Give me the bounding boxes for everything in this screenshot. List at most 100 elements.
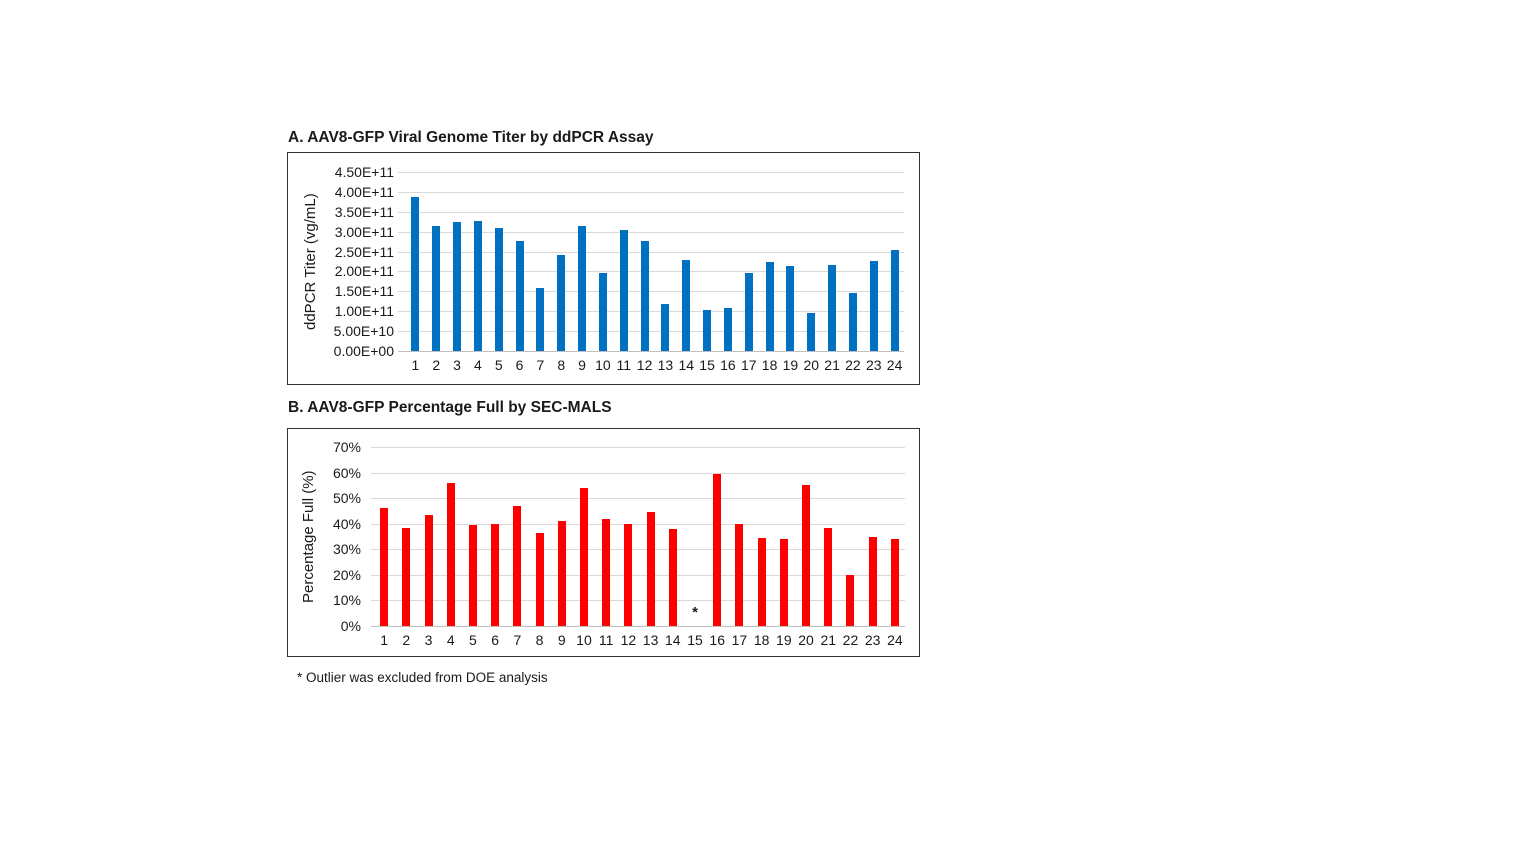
bar-7 — [513, 505, 522, 626]
gridline — [371, 600, 905, 602]
gridline — [371, 447, 905, 448]
x-tick-label: 14 — [678, 357, 695, 373]
y-tick-label: 40% — [332, 515, 361, 532]
x-tick-label: 18 — [753, 632, 770, 648]
x-tick-label: 7 — [536, 357, 545, 373]
bar-24 — [890, 249, 899, 351]
x-tick-label: 10 — [576, 632, 592, 648]
gridline — [371, 523, 905, 525]
bar-16 — [713, 473, 722, 626]
x-tick-label: 16 — [709, 632, 725, 648]
bar-17 — [744, 272, 753, 351]
bar-9 — [578, 226, 587, 351]
x-tick-label: 10 — [595, 357, 611, 373]
x-tick-label: 8 — [557, 357, 566, 373]
y-tick-label: 3.00E+11 — [334, 223, 394, 240]
x-tick-label: 24 — [886, 357, 903, 373]
gridline — [398, 211, 904, 213]
x-tick-label: 9 — [578, 357, 586, 373]
x-tick-label: 15 — [687, 632, 703, 648]
y-axis-title: ddPCR Titer (vg/mL) — [302, 193, 319, 330]
x-tick-label: 19 — [776, 632, 792, 648]
y-tick-label: 1.50E+11 — [334, 283, 394, 300]
bar-5 — [494, 227, 503, 351]
x-tick-label: 20 — [798, 632, 814, 648]
chart-a-title: A. AAV8-GFP Viral Genome Titer by ddPCR … — [288, 129, 654, 146]
y-tick-label: 10% — [332, 592, 361, 609]
bar-2 — [432, 226, 441, 351]
bar-11 — [602, 518, 611, 626]
x-tick-label: 18 — [761, 357, 778, 373]
bar-19 — [786, 265, 795, 351]
gridline — [398, 351, 904, 352]
gridline — [371, 549, 905, 551]
bar-3 — [453, 222, 462, 351]
chart-b-frame: 0% 10% 20% 30% 40% 50% 60% 70% 1 2 3 4 5 6 7 8 9 10 11 12 13… — [287, 428, 920, 657]
x-tick-label: 1 — [411, 357, 420, 373]
bar-20 — [807, 313, 816, 351]
x-tick-label: 5 — [494, 357, 503, 373]
bar-23 — [869, 260, 878, 351]
gridline — [398, 231, 904, 233]
bar-21 — [828, 265, 837, 351]
y-tick-label: 2.50E+11 — [334, 243, 394, 260]
x-tick-label: 9 — [557, 632, 566, 648]
bar-11 — [619, 229, 628, 351]
chart-b-title: B. AAV8-GFP Percentage Full by SEC-MALS — [288, 399, 612, 416]
bar-23 — [868, 536, 877, 626]
bar-22 — [848, 293, 857, 351]
x-tick-label: 12 — [636, 357, 653, 373]
y-tick-label: 30% — [332, 541, 361, 558]
y-tick-label: 2.00E+11 — [334, 263, 394, 280]
y-tick-label: 70% — [332, 439, 361, 455]
x-tick-label: 22 — [842, 632, 859, 648]
gridline — [398, 331, 904, 333]
x-tick-label: 16 — [720, 357, 736, 373]
bar-13 — [646, 512, 655, 626]
x-tick-label: 5 — [469, 632, 477, 648]
bar-16 — [723, 308, 732, 351]
chart-a-frame: 0.00E+00 5.00E+10 1.00E+11 1.50E+11 2.00E+11… — [287, 152, 920, 385]
x-tick-label: 8 — [535, 632, 544, 648]
bar-18 — [757, 537, 766, 626]
x-tick-label: 6 — [491, 632, 500, 648]
gridline — [371, 574, 905, 576]
x-tick-label: 13 — [657, 357, 674, 373]
x-tick-label: 21 — [824, 357, 840, 373]
bar-19 — [779, 539, 788, 626]
bar-22 — [846, 574, 855, 626]
gridline — [371, 498, 905, 500]
x-tick-label: 15 — [699, 357, 715, 373]
y-tick-label: 3.50E+11 — [334, 203, 394, 220]
bar-14 — [682, 259, 691, 351]
x-tick-label: 11 — [598, 632, 614, 648]
x-tick-label: 24 — [887, 632, 903, 648]
bar-5 — [468, 524, 477, 626]
x-tick-label: 4 — [446, 632, 455, 648]
bar-13 — [661, 303, 670, 351]
bar-6 — [515, 241, 524, 351]
y-tick-label: 20% — [332, 566, 361, 583]
x-tick-label: 23 — [865, 357, 882, 373]
y-axis-title: Percentage Full (%) — [300, 470, 317, 603]
y-tick-label: 60% — [332, 464, 361, 481]
bar-12 — [640, 240, 649, 351]
bar-21 — [824, 527, 833, 626]
excluded-outlier-asterisk: * — [692, 604, 698, 621]
x-tick-label: 22 — [845, 357, 861, 373]
x-tick-label: 2 — [402, 632, 411, 648]
bar-10 — [598, 273, 607, 351]
bar-1 — [380, 508, 389, 626]
outlier-footnote: * Outlier was excluded from DOE analysis — [297, 670, 548, 685]
gridline — [398, 191, 904, 193]
y-tick-label: 4.50E+11 — [334, 164, 394, 180]
bar-9 — [557, 521, 566, 626]
gridline — [398, 251, 904, 253]
bar-1 — [411, 197, 420, 351]
x-tick-label: 2 — [432, 357, 441, 373]
y-tick-label: 50% — [332, 490, 361, 507]
bar-17 — [735, 523, 744, 626]
x-tick-label: 3 — [453, 357, 461, 373]
y-tick-label: 5.00E+10 — [333, 323, 394, 340]
